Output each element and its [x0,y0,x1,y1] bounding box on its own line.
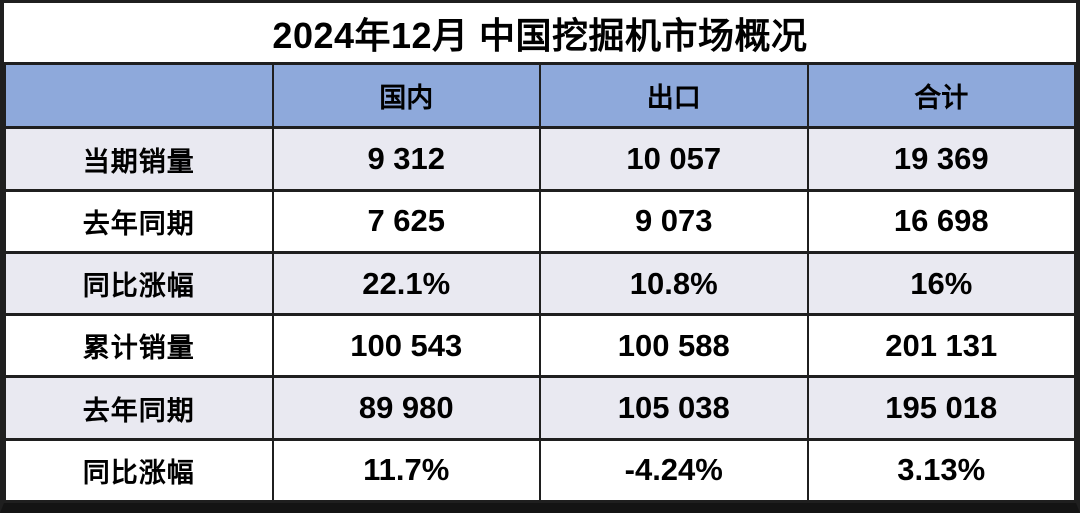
table-header-row: 国内 出口 合计 [4,62,1076,130]
cell-value: 195 018 [806,375,1076,441]
table-row-yoy-growth: 同比涨幅 22.1% 10.8% 16% [4,250,1076,317]
table-row-current-sales: 当期销量 9 312 10 057 19 369 [4,126,1076,192]
cell-value: 10 057 [539,126,809,192]
cell-value: 16% [806,250,1076,317]
table-row-cumulative-sales: 累计销量 100 543 100 588 201 131 [4,313,1076,379]
column-header-blank [4,62,274,130]
row-label: 去年同期 [4,188,274,254]
table-row-last-year-same-period-cumulative: 去年同期 89 980 105 038 195 018 [4,375,1076,441]
cell-value: 19 369 [806,126,1076,192]
column-header-export: 出口 [539,62,809,130]
cell-value: 9 312 [271,126,541,192]
cell-value: 100 588 [539,313,809,379]
cell-value: 89 980 [271,375,541,441]
cell-value: 100 543 [271,313,541,379]
cell-value: 11.7% [271,437,541,504]
cell-value: 201 131 [806,313,1076,379]
cell-value: 10.8% [539,250,809,317]
row-label: 同比涨幅 [4,250,274,317]
row-label: 去年同期 [4,375,274,441]
row-label: 当期销量 [4,126,274,192]
table-title: 2024年12月 中国挖掘机市场概况 [5,3,1075,66]
cell-value: 105 038 [539,375,809,441]
cell-value: 16 698 [806,188,1076,254]
table-title-row: 2024年12月 中国挖掘机市场概况 [5,3,1075,66]
cell-value: -4.24% [539,437,809,504]
row-label: 同比涨幅 [4,437,274,504]
excavator-market-table: 2024年12月 中国挖掘机市场概况 国内 出口 合计 当期销量 9 312 1… [4,3,1076,504]
column-header-total: 合计 [806,62,1076,130]
cell-value: 3.13% [806,437,1076,504]
column-header-domestic: 国内 [271,62,541,130]
table-row-last-year-same-period: 去年同期 7 625 9 073 16 698 [4,188,1076,254]
table-row-yoy-growth-cumulative: 同比涨幅 11.7% -4.24% 3.13% [4,437,1076,504]
row-label: 累计销量 [4,313,274,379]
cell-value: 7 625 [271,188,541,254]
cell-value: 22.1% [271,250,541,317]
cell-value: 9 073 [539,188,809,254]
